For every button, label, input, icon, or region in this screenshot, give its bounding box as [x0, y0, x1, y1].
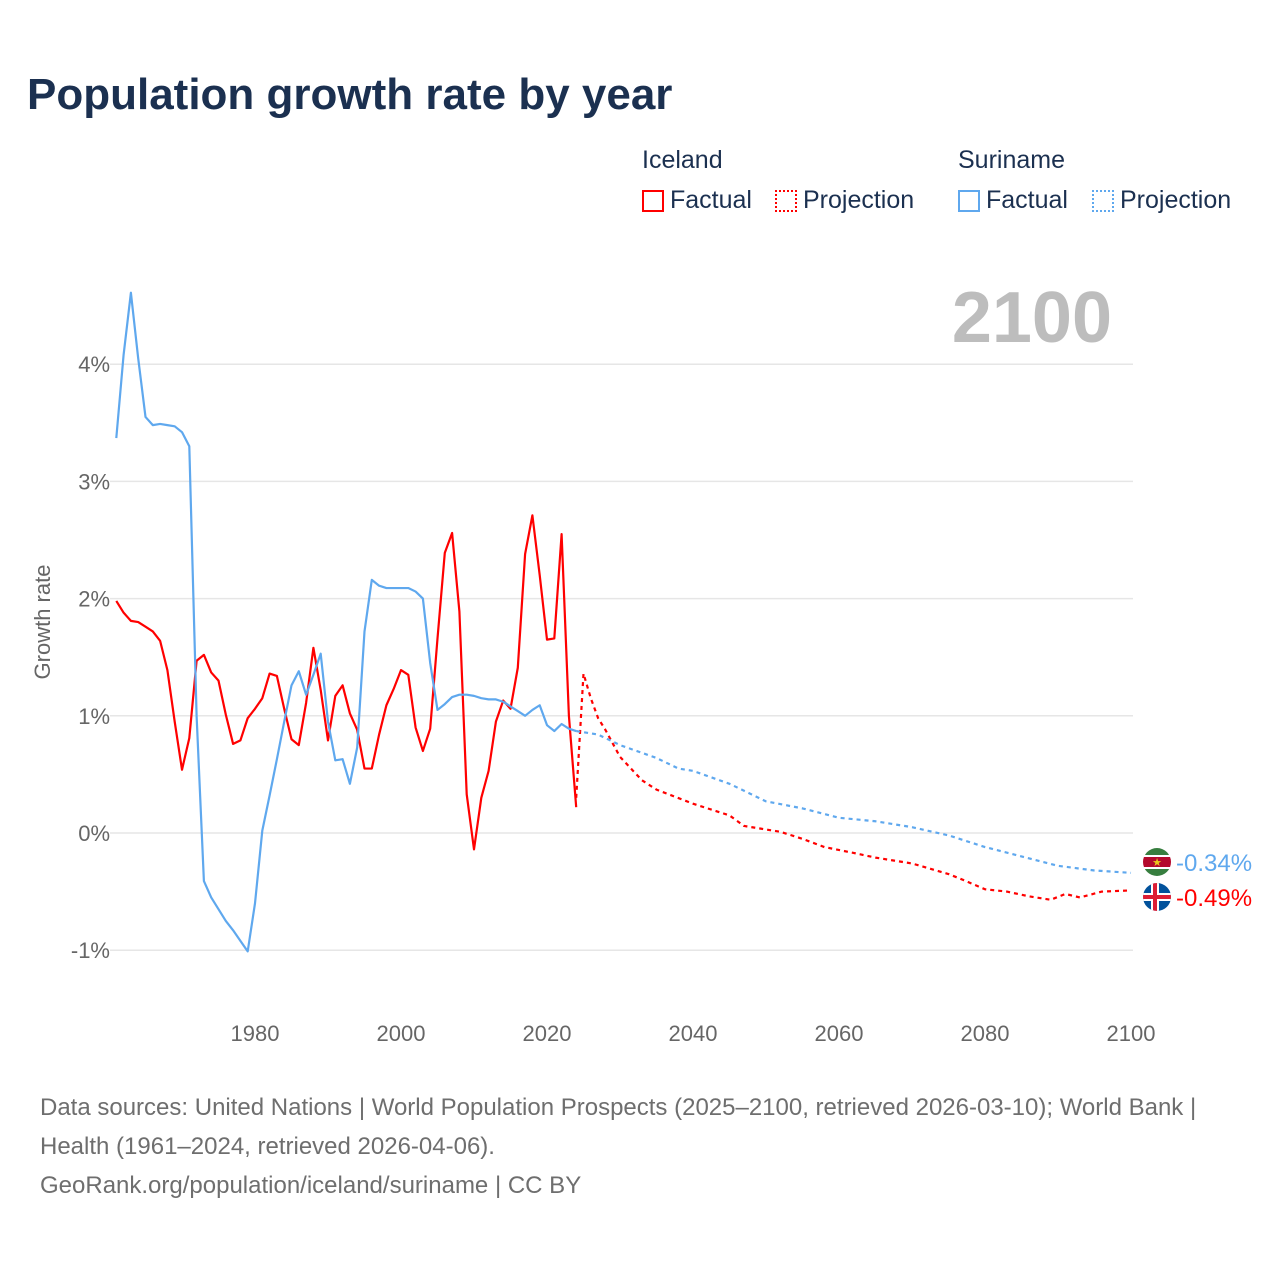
page-title: Population growth rate by year	[27, 70, 673, 119]
y-tick-label: -1%	[71, 938, 110, 963]
suriname-projection-line	[576, 729, 1132, 874]
y-tick-label: 4%	[78, 352, 110, 377]
legend-iceland-title: Iceland	[642, 146, 723, 174]
x-tick-label: 2060	[815, 1021, 864, 1046]
suriname-flag-icon: ★	[1143, 848, 1171, 876]
x-tick-label: 2100	[1107, 1021, 1156, 1046]
x-tick-label: 2040	[669, 1021, 718, 1046]
y-tick-label: 1%	[78, 704, 110, 729]
swatch-icon	[775, 189, 797, 212]
end-value-label: -0.34%	[1176, 850, 1252, 877]
iceland-flag-icon	[1143, 883, 1171, 911]
y-axis-label: Growth rate	[30, 565, 55, 680]
x-tick-label: 2000	[377, 1021, 426, 1046]
y-tick-label: 2%	[78, 587, 110, 612]
legend-label: Factual	[986, 186, 1068, 214]
svg-text:★: ★	[1152, 857, 1162, 869]
legend-label: Projection	[803, 186, 915, 214]
iceland-projection-line	[575, 672, 1132, 901]
sources: Data sources: United Nations | World Pop…	[40, 1088, 1240, 1205]
iceland-factual-line	[115, 514, 578, 851]
source-text: Data sources: United Nations | World Pop…	[40, 1094, 1197, 1160]
year-label: 2100	[952, 278, 1112, 358]
end-value-label: -0.49%	[1176, 885, 1252, 912]
legend-suriname-projection[interactable]: Projection	[1092, 186, 1231, 215]
x-tick-label: 2080	[961, 1021, 1010, 1046]
legend-label: Projection	[1120, 186, 1232, 214]
y-tick-label: 3%	[78, 469, 110, 494]
swatch-icon	[642, 189, 664, 212]
legend-iceland-factual[interactable]: Factual	[642, 186, 752, 215]
legend-iceland-projection[interactable]: Projection	[775, 186, 914, 215]
y-tick-label: 0%	[78, 821, 110, 846]
legend-suriname-factual[interactable]: Factual	[958, 186, 1068, 215]
legend-label: Factual	[670, 186, 752, 214]
swatch-icon	[1092, 189, 1114, 212]
suriname-factual-line	[115, 291, 577, 953]
swatch-icon	[958, 189, 980, 212]
x-tick-label: 2020	[523, 1021, 572, 1046]
legend-suriname-title: Suriname	[958, 146, 1065, 174]
source-link[interactable]: GeoRank.org/population/iceland/suriname …	[40, 1172, 582, 1199]
x-tick-label: 1980	[231, 1021, 280, 1046]
